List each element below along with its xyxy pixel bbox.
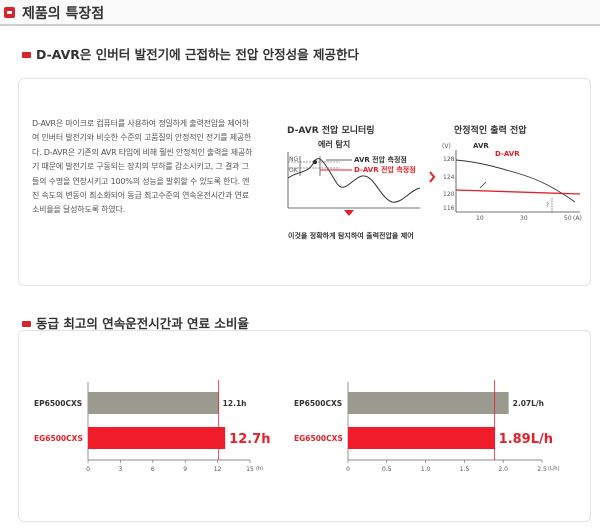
x-unit-label: (A) xyxy=(573,215,582,222)
y-unit-label: (V) xyxy=(442,143,451,150)
y-tick: 116 xyxy=(443,205,455,212)
avr-series-label: AVR xyxy=(473,142,489,150)
section-bullet-icon xyxy=(22,51,31,58)
y-tick: 124 xyxy=(443,174,455,181)
page-title: 제품의 특장점 xyxy=(22,6,105,22)
category-label: EP6500CXS xyxy=(294,399,342,408)
y-tick: 120 xyxy=(443,191,455,198)
bar xyxy=(88,392,219,414)
section1-title-text: D-AVR은 인버터 발전기에 근접하는 전압 안정성을 제공한다 xyxy=(36,47,360,62)
x-tick-label: 3 xyxy=(118,466,122,473)
x-tick-label: 2.5 xyxy=(537,466,547,473)
category-label: EP6500CXS xyxy=(34,399,82,408)
ok-label: OK xyxy=(289,167,299,174)
feature-description: D-AVR은 마이크로 컴퓨터를 사용하여 정밀하게 출력전압을 제어하여 인버… xyxy=(32,119,253,215)
x-tick-label: 1.5 xyxy=(460,466,470,473)
category-label: EG6500CXS xyxy=(34,434,83,443)
page-header: 제품의 특장점 xyxy=(0,0,600,26)
category-label: EG6500CXS xyxy=(294,434,343,443)
value-label: 2.07L/h xyxy=(513,399,544,408)
x-tick-label: 15 xyxy=(246,466,254,473)
ng-label: NG xyxy=(289,156,298,163)
feature-panel xyxy=(18,78,591,286)
x-tick-label: 12 xyxy=(214,466,222,473)
x-tick-label: 9 xyxy=(183,466,187,473)
monitor-note: 이것을 정확하게 탐지하여 출력전압을 제어 xyxy=(288,232,414,240)
voltage-monitor-diagram: NG OK AVR 전압 측정점 D-AVR 전압 측정점 xyxy=(287,152,421,216)
value-label: 12.7h xyxy=(229,432,270,447)
x-tick-label: 0.5 xyxy=(382,466,392,473)
monitor-title: D-AVR 전압 모니터링 xyxy=(287,126,375,136)
fuel-bar-chart: EP6500CXS 2.07L/h EG6500CXS 1.89L/h 0 0.5 1.0 1… xyxy=(294,380,560,473)
davr-measure-label: D-AVR 전압 측정점 xyxy=(354,165,416,174)
question-mark: ? xyxy=(546,202,549,209)
avr-measure-label: AVR 전압 측정점 xyxy=(354,155,407,164)
error-detect-label: 에러 탐지 xyxy=(318,140,351,149)
x-tick-label: 0 xyxy=(346,466,350,473)
section2-title: 동급 최고의 연속운전시간과 연료 소비율 xyxy=(22,313,249,332)
x-tick-label: 1.0 xyxy=(421,466,431,473)
measure-point-icon xyxy=(312,159,318,165)
section2-title-text: 동급 최고의 연속운전시간과 연료 소비율 xyxy=(36,316,249,331)
x-tick: 50 xyxy=(564,215,572,222)
bar xyxy=(348,427,495,449)
x-tick-label: 6 xyxy=(151,466,155,473)
comparison-panel xyxy=(18,330,591,522)
header-bullet-icon xyxy=(4,7,15,18)
x-unit-label: (h) xyxy=(256,466,263,472)
x-tick: 30 xyxy=(520,215,528,222)
davr-series-label: D-AVR xyxy=(495,150,520,158)
value-label: 12.1h xyxy=(223,399,247,408)
x-tick: 10 xyxy=(476,215,484,222)
section1-title: D-AVR은 인버터 발전기에 근접하는 전압 안정성을 제공한다 xyxy=(22,44,359,63)
section-bullet-icon xyxy=(22,320,31,327)
x-tick-label: 2.0 xyxy=(498,466,508,473)
bar xyxy=(348,392,509,414)
stable-title: 안정적인 출력 전압 xyxy=(454,126,527,136)
y-tick: 128 xyxy=(443,156,455,163)
chevron-right-icon xyxy=(429,171,436,183)
stable-voltage-chart: (V) AVR D-AVR 128 124 120 116 ? 10 30 50… xyxy=(442,142,582,222)
bar xyxy=(88,427,226,449)
x-tick-label: 0 xyxy=(86,466,90,473)
runtime-bar-chart: EP6500CXS 12.1h EG6500CXS 12.7h 0 3 6 9 12 15 (h) xyxy=(34,380,271,473)
down-arrow-icon xyxy=(344,210,354,216)
value-label: 1.89L/h xyxy=(499,432,553,447)
x-unit-label: (L/h) xyxy=(548,466,560,472)
